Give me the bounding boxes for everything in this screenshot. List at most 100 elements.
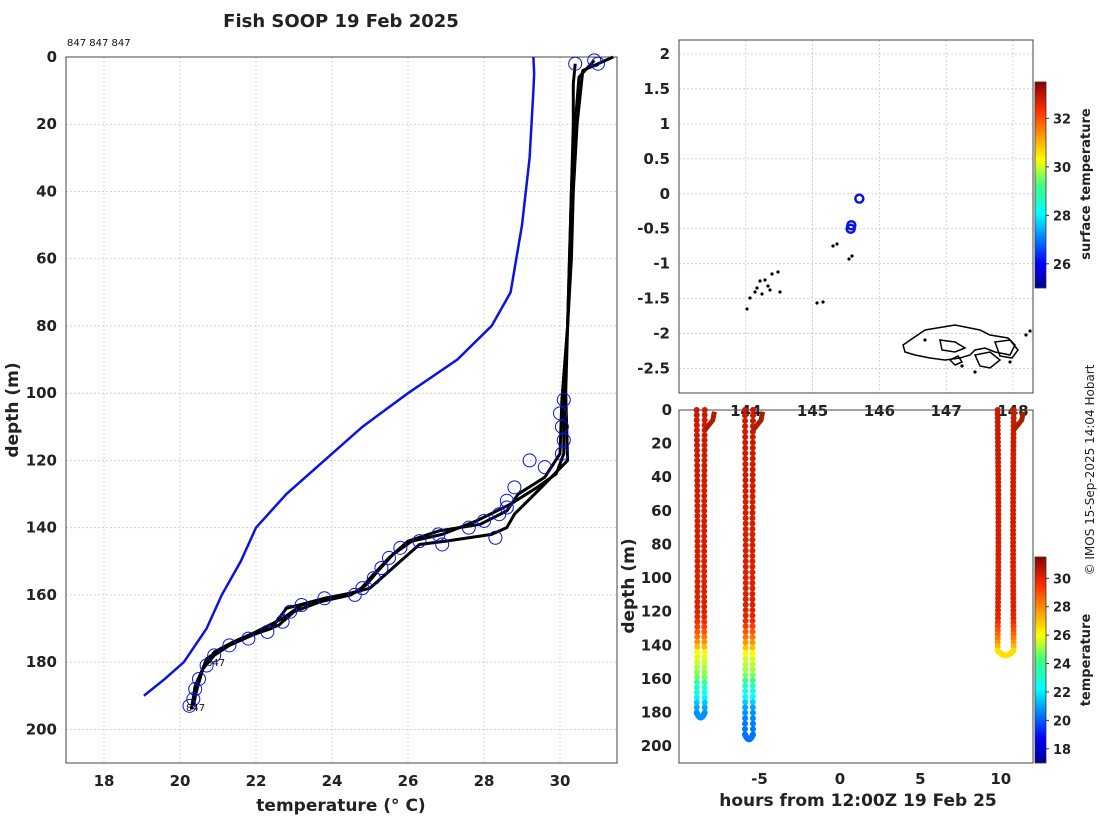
sample-marker-35 [182, 698, 197, 713]
section-y-tick-7: 140 [641, 636, 672, 654]
cast-1-up-sample-21 [749, 520, 756, 527]
cast-0-up-sample-46 [701, 638, 708, 645]
cast-1-up-sample-53 [749, 693, 756, 700]
cast-1-up-sample-16 [749, 493, 756, 500]
sample-marker-3 [556, 392, 571, 407]
cast-0-down-sample-33 [694, 573, 701, 580]
cast-1-down-sample-33 [742, 585, 749, 592]
cast-1-down-sample-4 [742, 428, 749, 435]
cast-0-up-sample-20 [701, 507, 708, 514]
cast-1-surface [751, 411, 766, 432]
sample-marker-1 [587, 53, 602, 68]
cast-1-down-sample-25 [742, 542, 749, 549]
sample-marker-22 [347, 587, 362, 602]
sample-marker-20 [366, 571, 381, 586]
cast-1-down-sample-34 [742, 590, 749, 597]
cast-0-down-sample-45 [694, 633, 701, 640]
sample-marker-11 [499, 493, 514, 508]
map-x-tick-1: 145 [797, 402, 828, 420]
cast-0-up-sample-41 [701, 613, 708, 620]
profile-line-2 [193, 55, 614, 697]
profile-x-tick-1: 20 [170, 772, 191, 790]
cast-1-down-sample-9 [742, 455, 749, 462]
cast-1-down-sample-11 [742, 466, 749, 473]
sample-marker-19 [374, 561, 389, 576]
cast-1-down-sample-55 [742, 704, 749, 711]
section-colorbar-label: temperature [1079, 614, 1094, 707]
cast-1-down-sample-16 [742, 493, 749, 500]
cast-0-down-sample-48 [694, 649, 701, 656]
cast-1-down-sample-44 [742, 644, 749, 651]
climatology-line [143, 56, 536, 697]
cast-1-down-sample-19 [742, 509, 749, 516]
cast-0-down-sample-12 [694, 467, 701, 474]
sample-marker-15 [431, 527, 446, 542]
sample-marker-36 [499, 500, 514, 515]
cast-1-up-sample-7 [749, 444, 756, 451]
sample-marker-30 [207, 648, 222, 663]
section-x-tick-1: 0 [835, 770, 845, 788]
profile-plot: 18 20 22 24 26 28 30 0 20 40 60 80 100 120 140 160 180 2… [3, 48, 618, 816]
cast-1-down-sample-40 [742, 623, 749, 630]
cast-0-down-sample-20 [694, 507, 701, 514]
cast-1-up-sample-25 [749, 542, 756, 549]
profile-drop-label-1: 847 [206, 658, 225, 669]
profile-x-tick-4: 26 [398, 772, 419, 790]
cast-0-down-sample-30 [694, 558, 701, 565]
cast-0-down-sample-13 [694, 472, 701, 479]
cast-0-up-sample-40 [701, 608, 708, 615]
cast-0-down-sample-16 [694, 487, 701, 494]
cast-0-up-sample-18 [701, 497, 708, 504]
cast-1-up-sample-30 [749, 569, 756, 576]
sample-marker-26 [275, 614, 290, 629]
cast-0-up-sample-49 [701, 654, 708, 661]
cast-0-up-sample-27 [701, 543, 708, 550]
cast-1-up-sample-56 [749, 709, 756, 716]
cast-0-surface [702, 411, 717, 432]
map-colorbar-label: surface temperature [1079, 108, 1094, 260]
cast-1-up-sample-31 [749, 574, 756, 581]
cast-1-down-sample-10 [742, 461, 749, 468]
profile-y-tick-3: 60 [36, 250, 57, 268]
cast-0-down-sample-9 [694, 452, 701, 459]
profile-x-tick-3: 24 [322, 772, 343, 790]
cast-0-down-sample-43 [694, 623, 701, 630]
sample-marker-5 [554, 419, 569, 434]
cast-0-up-sample-5 [701, 432, 708, 439]
cast-1-up-sample-22 [749, 525, 756, 532]
profile-y-axis-label: depth (m) [3, 362, 23, 457]
cast-1-down-sample-53 [742, 693, 749, 700]
section-colorbar-tick-6: 30 [1053, 572, 1071, 587]
sample-marker-24 [294, 597, 309, 612]
cast-0-down-sample-40 [694, 608, 701, 615]
cast-1-down-sample-7 [742, 444, 749, 451]
cast-0-down-sample-21 [694, 512, 701, 519]
drop-position-1 [845, 223, 856, 234]
cast-1-down-sample-45 [742, 650, 749, 657]
section-frame [678, 409, 1034, 764]
cast-0-up-sample-14 [701, 477, 708, 484]
section-y-tick-3: 60 [651, 502, 672, 520]
cast-0-up-sample-25 [701, 533, 708, 540]
cast-0-up-sample-23 [701, 522, 708, 529]
profile-y-tick-10: 200 [26, 720, 57, 738]
cast-1-up-sample-9 [749, 455, 756, 462]
profile-x-tick-2: 22 [246, 772, 267, 790]
cast-1-up-sample-35 [749, 596, 756, 603]
map-plot: 144145146147148 21.510.50-0.5-1-1.5-2-2.… [637, 39, 1034, 420]
cast-0-down-sample-29 [694, 553, 701, 560]
cast-1-up-sample-19 [749, 509, 756, 516]
cast-1-down-sample-46 [742, 655, 749, 662]
cast-0-down-sample-23 [694, 522, 701, 529]
cast-0-down-sample-25 [694, 533, 701, 540]
profile-frame [65, 56, 618, 764]
cast-1-up-sample-29 [749, 563, 756, 570]
coastline-dots [745, 242, 1032, 374]
map-x-tick-2: 146 [864, 402, 895, 420]
cast-1-up-sample-14 [749, 482, 756, 489]
cast-1-down-sample-12 [742, 471, 749, 478]
cast-0-down-sample-18 [694, 497, 701, 504]
cast-0-down-sample-7 [693, 442, 700, 449]
cast-0-down-sample-17 [694, 492, 701, 499]
section-colorbar-tick-0: 18 [1053, 743, 1071, 758]
